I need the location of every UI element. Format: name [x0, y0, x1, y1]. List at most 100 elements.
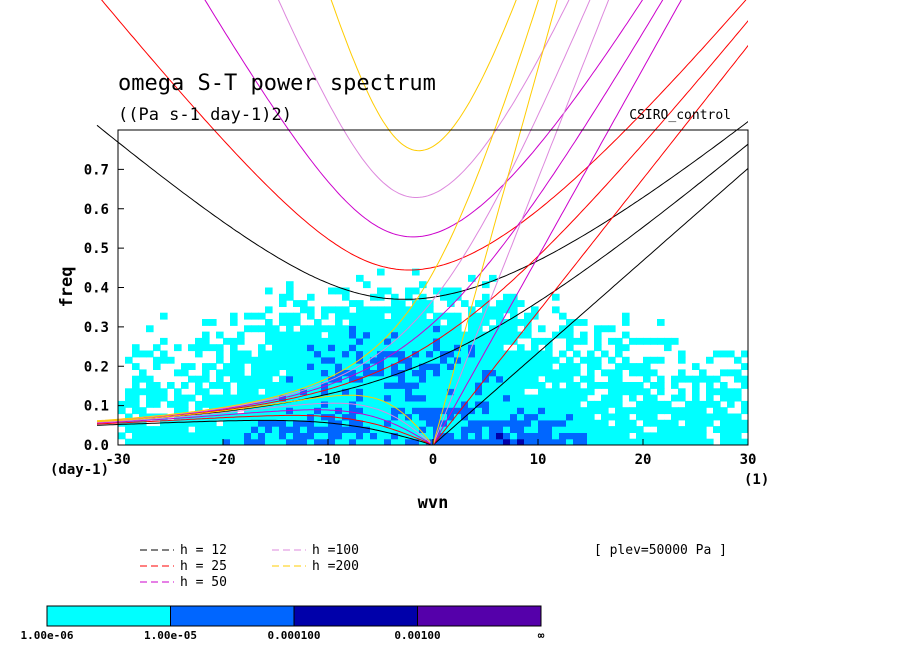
power-cell [664, 400, 672, 408]
power-cell [573, 413, 581, 421]
power-cell [433, 319, 441, 326]
power-cell [643, 432, 651, 440]
power-cell [664, 438, 672, 445]
power-cell [321, 312, 329, 320]
y-tick-label: 0.2 [84, 359, 109, 375]
power-cell [580, 426, 588, 433]
mrg-curve [96, 0, 664, 422]
power-cell [454, 337, 462, 345]
power-cell [468, 312, 476, 320]
power-cell [202, 432, 210, 440]
power-cell [377, 369, 385, 377]
power-cell [433, 426, 441, 433]
power-cell [279, 438, 287, 445]
power-cell [307, 438, 315, 445]
power-cell [559, 432, 567, 440]
power-cell [482, 293, 490, 301]
power-cell [391, 382, 399, 389]
power-cell [468, 331, 476, 339]
power-cell [349, 312, 357, 320]
power-cell [349, 356, 357, 364]
power-cell [629, 407, 637, 415]
power-cell [181, 382, 189, 389]
power-cell [174, 426, 182, 433]
power-cell [328, 388, 336, 396]
power-cell [636, 432, 644, 440]
power-cell [153, 344, 161, 352]
power-cell [412, 400, 420, 408]
power-cell [314, 369, 322, 377]
power-cell [524, 382, 532, 389]
power-cell [461, 419, 469, 427]
power-cell [237, 331, 245, 339]
power-cell [678, 413, 686, 421]
power-cell [405, 419, 413, 427]
power-cell [363, 356, 371, 364]
power-cell [370, 356, 378, 364]
power-cell [216, 394, 224, 402]
power-cell [580, 407, 588, 415]
power-cell [566, 363, 574, 370]
power-cell [601, 438, 609, 445]
power-cell [188, 438, 196, 445]
power-cell [489, 344, 497, 352]
power-cell [160, 388, 168, 396]
power-cell [475, 407, 483, 415]
power-cell [657, 438, 665, 445]
power-cell [629, 369, 637, 377]
power-cell [384, 325, 392, 333]
power-cell [216, 432, 224, 440]
power-cell [692, 382, 700, 389]
power-cell [314, 350, 322, 358]
power-cell [146, 400, 154, 408]
power-cell [713, 413, 721, 421]
power-cell [181, 394, 189, 402]
power-cell [328, 325, 336, 333]
power-cell [587, 413, 595, 421]
power-cell [153, 382, 161, 389]
power-cell [300, 438, 308, 445]
colorbar-bin [417, 605, 542, 627]
power-cell [657, 356, 665, 364]
power-cell [510, 388, 518, 396]
power-cell [713, 388, 721, 396]
power-cell [496, 350, 504, 358]
power-cell [538, 419, 546, 427]
power-cell [580, 331, 588, 339]
chart-title: omega S-T power spectrum [118, 71, 436, 96]
power-cell [349, 432, 357, 440]
power-cell [741, 375, 748, 383]
power-cell [349, 413, 357, 421]
power-cell [377, 287, 385, 295]
power-cell [328, 426, 336, 433]
power-cell [300, 375, 308, 383]
power-cell [286, 426, 294, 433]
power-cell [426, 426, 434, 433]
power-cell [433, 356, 441, 364]
power-cell [720, 407, 728, 415]
power-cell [300, 350, 308, 358]
power-cell [587, 400, 595, 408]
power-cell [230, 419, 238, 427]
power-cell [181, 400, 189, 408]
kelvin-curve [432, 0, 682, 445]
power-cell [594, 400, 602, 408]
power-cell [475, 413, 483, 421]
power-cell [517, 438, 525, 445]
power-cell [307, 344, 315, 352]
power-cell [454, 287, 462, 295]
power-cell [580, 394, 588, 402]
power-cell [335, 382, 343, 389]
gravity-wave-curve [277, 0, 570, 198]
power-cell [657, 319, 665, 326]
power-cell [230, 394, 238, 402]
power-cell [279, 331, 287, 339]
power-cell [251, 325, 259, 333]
power-cell [223, 369, 231, 377]
power-cell [713, 375, 721, 383]
power-cell [300, 337, 308, 345]
power-cell [279, 400, 287, 408]
power-cell [608, 375, 616, 383]
power-cell [265, 356, 273, 364]
power-cell [433, 287, 441, 295]
